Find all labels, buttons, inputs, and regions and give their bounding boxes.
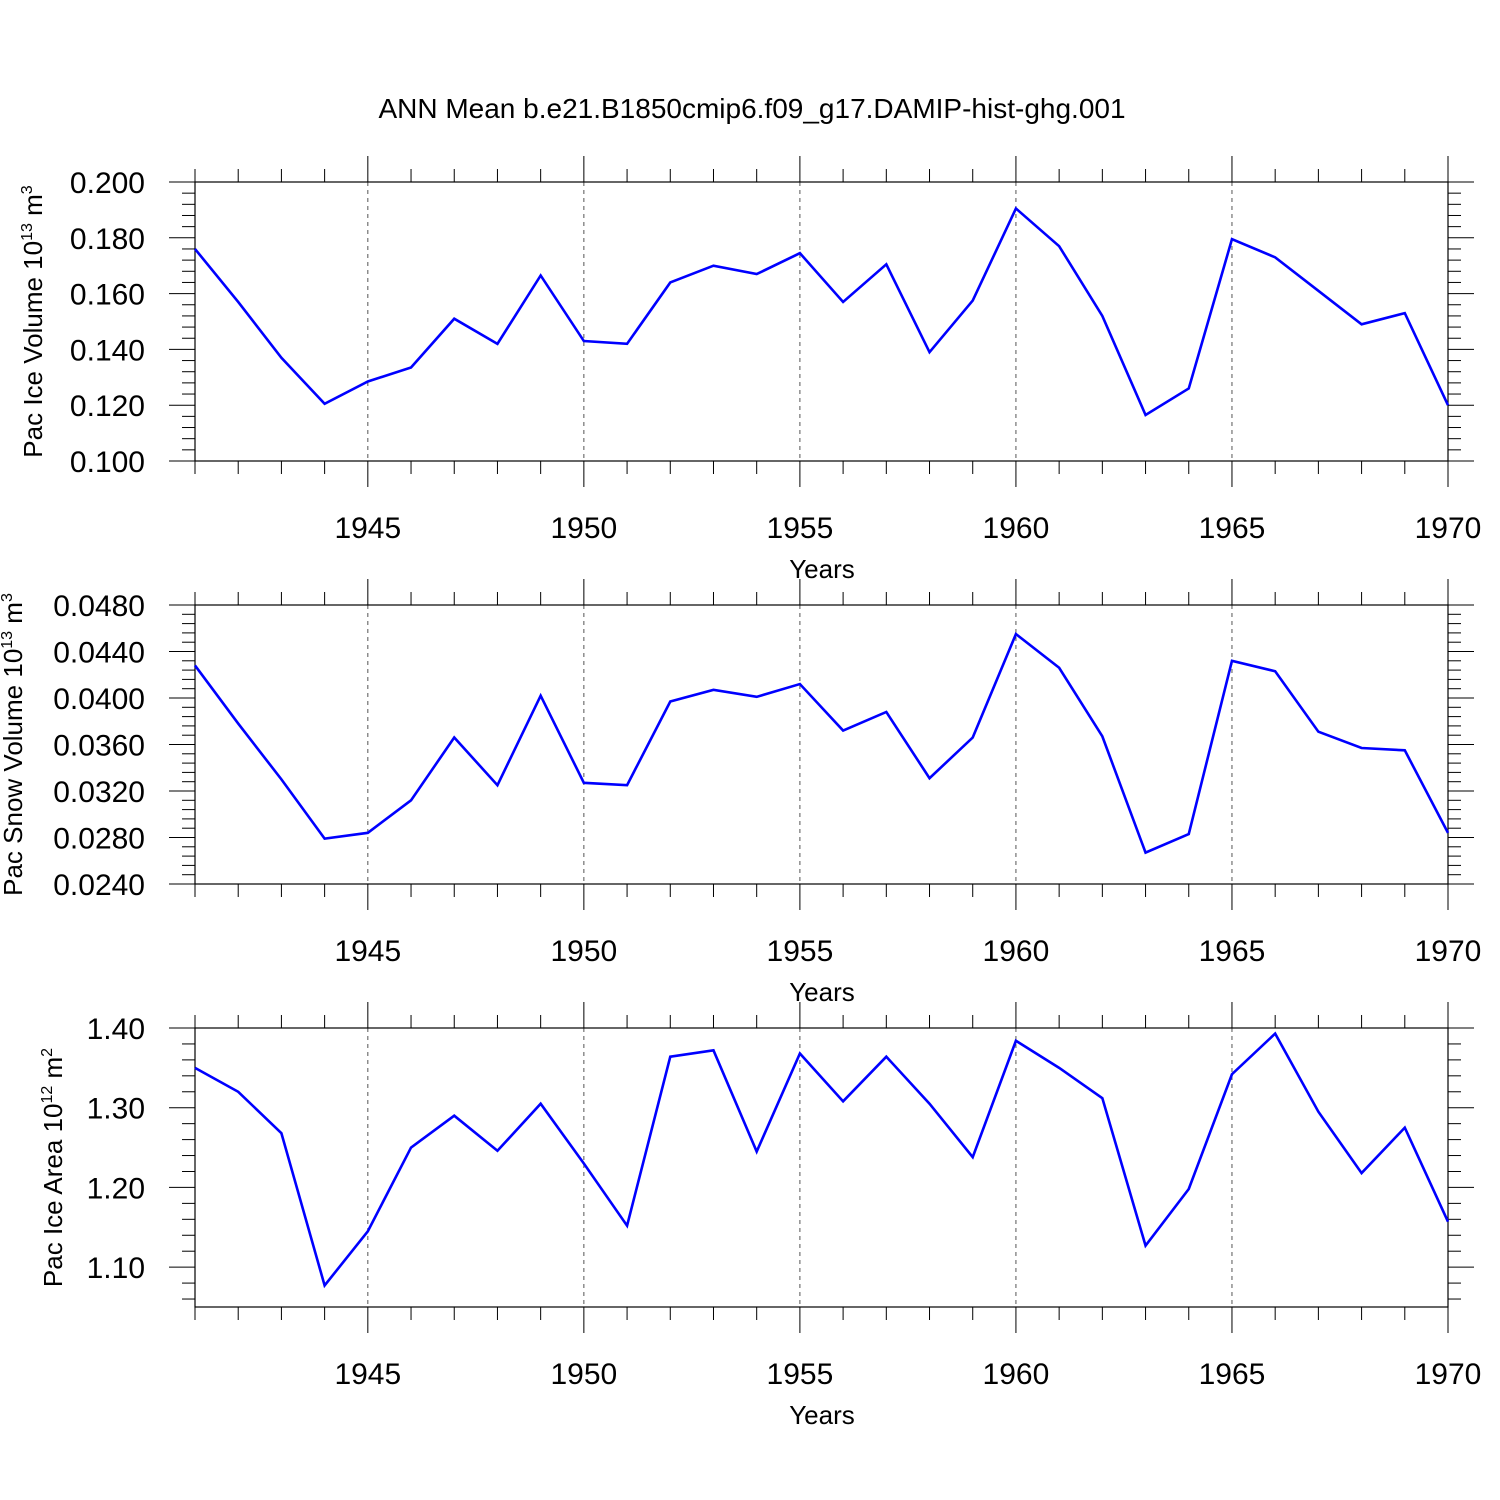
y-axis-label: Pac Snow Volume 1013 m3	[0, 593, 28, 896]
x-axis-label: Years	[789, 977, 855, 1007]
x-tick-label: 1950	[550, 512, 617, 545]
x-tick-label: 1965	[1199, 935, 1266, 968]
y-axis-label-sup2: 3	[19, 185, 36, 194]
y-tick-label: 0.180	[70, 223, 145, 256]
y-axis-label: Pac Ice Area 1012 m2	[38, 1048, 68, 1287]
figure-title: ANN Mean b.e21.B1850cmip6.f09_g17.DAMIP-…	[378, 93, 1125, 124]
x-tick-label: 1960	[983, 512, 1050, 545]
x-tick-label: 1950	[550, 1358, 617, 1391]
x-tick-label: 1945	[334, 935, 401, 968]
y-tick-label: 1.30	[87, 1093, 145, 1126]
y-tick-label: 0.200	[70, 167, 145, 200]
y-axis-label-main: Pac Ice Area 10	[38, 1104, 68, 1288]
y-axis-label-main: Pac Snow Volume 10	[0, 649, 28, 896]
y-tick-label: 0.140	[70, 334, 145, 367]
y-axis-label: Pac Ice Volume 1013 m3	[18, 185, 48, 458]
y-tick-label: 0.0240	[53, 869, 145, 902]
y-axis-label-sup2: 2	[39, 1048, 56, 1057]
panels: 0.100 0.120 0.140 0.160 0.180 0.200 1945 1950 19…	[0, 156, 1481, 1430]
plot-frame	[194, 604, 1449, 885]
y-tick-label: 1.40	[87, 1013, 145, 1046]
y-axis-label-sup1: 12	[39, 1086, 56, 1104]
series-line	[193, 631, 1450, 855]
plot-frame	[194, 1027, 1449, 1308]
x-axis-label: Years	[789, 554, 855, 584]
y-tick-label: 0.0360	[53, 730, 145, 763]
series-line	[193, 206, 1450, 417]
chart-panel-1: 0.100 0.120 0.140 0.160 0.180 0.200 1945 1950 19…	[18, 156, 1481, 584]
x-tick-label: 1960	[983, 1358, 1050, 1391]
series-line	[194, 1031, 1450, 1289]
y-axis-label-sup2: 3	[0, 593, 16, 602]
x-tick-label: 1955	[767, 935, 834, 968]
y-axis-label-mid: m	[0, 602, 28, 631]
x-tick-label: 1950	[550, 935, 617, 968]
y-tick-label: 0.0400	[53, 683, 145, 716]
x-tick-label: 1965	[1199, 512, 1266, 545]
y-tick-label: 1.10	[87, 1252, 145, 1285]
y-tick-label: 1.20	[87, 1172, 145, 1205]
y-axis-label-main: Pac Ice Volume 10	[18, 241, 48, 458]
x-tick-label: 1945	[334, 1358, 401, 1391]
y-tick-label: 0.0320	[53, 776, 145, 809]
x-axis-label: Years	[789, 1400, 855, 1430]
chart-panel-3: 1.10 1.20 1.30 1.40 1945 1950 1955 1960 1965 1970…	[38, 1002, 1481, 1430]
plot-frame	[194, 181, 1449, 462]
y-tick-label: 0.0280	[53, 823, 145, 856]
x-tick-label: 1970	[1415, 512, 1482, 545]
y-axis-label-mid: m	[38, 1057, 68, 1086]
x-tick-label: 1970	[1415, 935, 1482, 968]
y-axis-label-mid: m	[18, 194, 48, 223]
x-tick-label: 1945	[334, 512, 401, 545]
chart-panel-2: 0.0240 0.0280 0.0320 0.0360 0.0400 0.0440 0.04…	[0, 579, 1481, 1007]
y-axis-label-sup1: 13	[19, 223, 36, 241]
y-tick-label: 0.0480	[53, 590, 145, 623]
y-tick-label: 0.0440	[53, 637, 145, 670]
y-tick-label: 0.100	[70, 446, 145, 479]
x-tick-label: 1965	[1199, 1358, 1266, 1391]
x-tick-label: 1960	[983, 935, 1050, 968]
x-tick-label: 1955	[767, 1358, 834, 1391]
y-tick-label: 0.160	[70, 279, 145, 312]
y-axis-label-sup1: 13	[0, 631, 16, 649]
y-tick-label: 0.120	[70, 390, 145, 423]
x-tick-label: 1955	[767, 512, 834, 545]
x-tick-label: 1970	[1415, 1358, 1482, 1391]
